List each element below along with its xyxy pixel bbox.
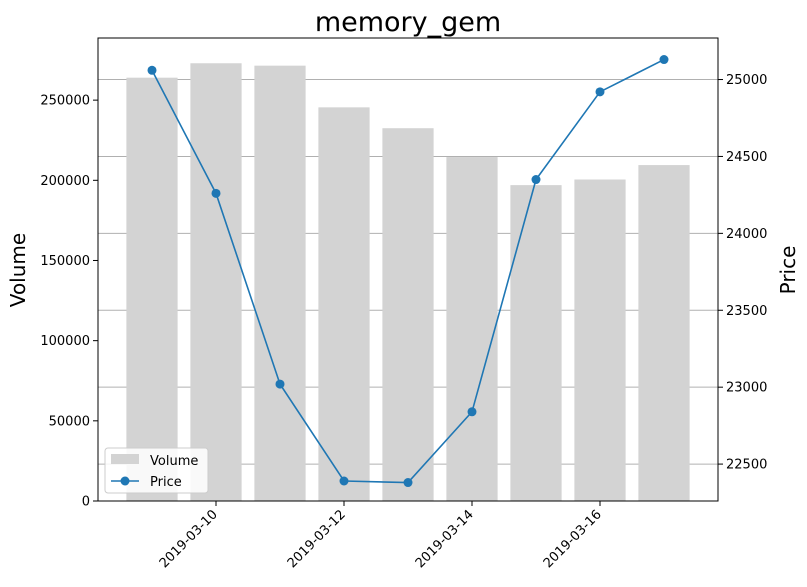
legend-volume-label: Volume — [150, 454, 198, 469]
left-axis: 0 50000 100000 150000 200000 250000 — [40, 94, 98, 510]
left-tick-label-0: 0 — [82, 495, 90, 510]
volume-bar-2019-03-11 — [254, 65, 306, 502]
price-point-2019-03-09 — [147, 65, 157, 75]
x-tick-label-2019-03-16: 2019-03-16 — [541, 507, 605, 571]
price-point-2019-03-14 — [467, 407, 477, 417]
price-point-2019-03-15 — [531, 175, 541, 185]
legend: Volume Price — [104, 447, 209, 494]
x-tick-label-2019-03-14: 2019-03-14 — [413, 507, 477, 571]
left-tick-label-50000: 50000 — [49, 414, 90, 429]
volume-bar-2019-03-16 — [574, 179, 626, 502]
price-point-2019-03-16 — [595, 87, 605, 97]
x-axis: 2019-03-10 2019-03-12 2019-03-14 2019-03-16 — [157, 501, 605, 571]
price-point-2019-03-11 — [275, 379, 285, 389]
volume-bars — [126, 63, 690, 502]
x-tick-label-2019-03-10: 2019-03-10 — [157, 507, 221, 571]
volume-bar-2019-03-14 — [446, 157, 498, 502]
right-tick-label-25000: 25000 — [726, 73, 767, 88]
right-tick-label-24000: 24000 — [726, 227, 767, 242]
price-point-2019-03-13 — [403, 478, 413, 488]
right-tick-label-23000: 23000 — [726, 381, 767, 396]
left-tick-label-150000: 150000 — [40, 254, 90, 269]
left-axis-title: Volume — [6, 233, 30, 307]
volume-bar-2019-03-13 — [382, 128, 434, 501]
volume-bar-2019-03-10 — [190, 63, 242, 501]
price-point-2019-03-10 — [211, 188, 221, 198]
volume-bar-2019-03-09 — [126, 77, 178, 501]
right-tick-label-24500: 24500 — [726, 150, 767, 165]
right-axis: 22500 23000 23500 24000 24500 25000 — [718, 73, 767, 473]
right-tick-label-22500: 22500 — [726, 458, 767, 473]
price-line — [147, 55, 669, 488]
left-tick-label-100000: 100000 — [40, 334, 90, 349]
price-point-2019-03-12 — [339, 476, 349, 486]
volume-bar-2019-03-12 — [318, 107, 370, 501]
left-tick-label-200000: 200000 — [40, 174, 90, 189]
legend-price-label: Price — [150, 475, 182, 490]
x-tick-label-2019-03-12: 2019-03-12 — [285, 507, 349, 571]
right-axis-title: Price — [776, 246, 800, 295]
legend-volume-swatch — [111, 454, 139, 464]
legend-price-marker — [120, 476, 130, 486]
price-point-2019-03-17 — [659, 55, 669, 65]
volume-bar-2019-03-15 — [510, 185, 562, 502]
chart-title: memory_gem — [315, 7, 501, 38]
left-tick-label-250000: 250000 — [40, 94, 90, 109]
volume-bar-2019-03-17 — [638, 165, 690, 501]
right-tick-label-23500: 23500 — [726, 304, 767, 319]
plot-frame — [97, 37, 719, 502]
